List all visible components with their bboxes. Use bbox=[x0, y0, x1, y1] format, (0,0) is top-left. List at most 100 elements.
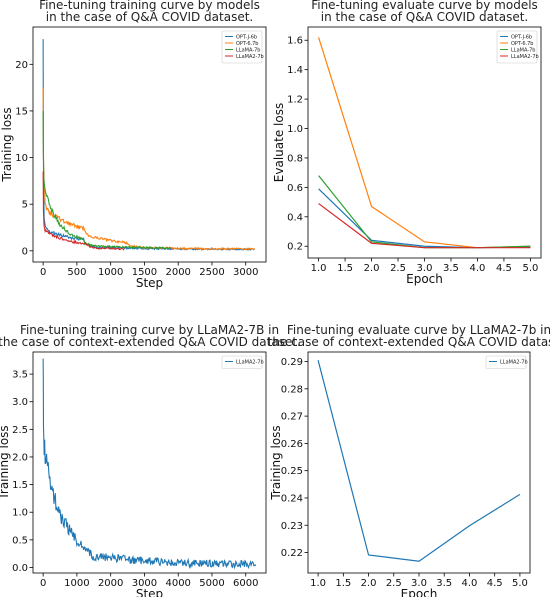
series-line-llama-7b bbox=[42, 110, 171, 250]
x-axis-label: Step bbox=[136, 276, 163, 290]
legend-label: LLaMA2-7b bbox=[500, 359, 528, 365]
x-tick-label: 5.0 bbox=[522, 263, 538, 274]
x-tick-label: 4.5 bbox=[487, 578, 503, 589]
x-tick-label: 4000 bbox=[165, 578, 190, 589]
axes-frame bbox=[307, 26, 542, 259]
y-tick-label: 0.25 bbox=[281, 466, 303, 477]
x-tick-label: 3000 bbox=[132, 578, 157, 589]
x-tick-label: 1.5 bbox=[335, 578, 351, 589]
legend-label: LLaMA2-7b bbox=[236, 54, 264, 60]
chart-panel-4: Fine-tuning evaluate curve by LLaMA2-7b … bbox=[268, 323, 550, 597]
y-tick-label: 0.0 bbox=[12, 563, 28, 574]
legend-label: LLaMA-7b bbox=[236, 47, 260, 53]
chart-title-line: in the case of Q&A COVID dataset. bbox=[321, 10, 528, 24]
x-tick-label: 6000 bbox=[233, 578, 258, 589]
y-tick-label: 0.22 bbox=[281, 548, 303, 559]
x-tick-label: 3.0 bbox=[411, 578, 427, 589]
legend-label: LLaMA2-7b bbox=[236, 359, 264, 365]
x-tick-label: 2500 bbox=[199, 267, 224, 278]
chart-title-line: Fine-tuning evaluate curve by models bbox=[311, 0, 538, 12]
y-tick-label: 1.6 bbox=[287, 36, 303, 47]
axes-frame bbox=[32, 351, 267, 574]
series-line-opt-j-6b bbox=[42, 39, 255, 251]
series-line-opt-j-6b bbox=[318, 188, 531, 249]
y-tick-label: 0.8 bbox=[287, 153, 303, 164]
x-tick-label: 1000 bbox=[64, 578, 89, 589]
y-tick-label: 15 bbox=[15, 106, 28, 117]
y-tick-label: 0.28 bbox=[281, 384, 303, 395]
series-line-llama2-7b bbox=[317, 360, 521, 562]
y-tick-label: 2.0 bbox=[12, 452, 28, 463]
x-tick-label: 1.0 bbox=[310, 578, 326, 589]
x-tick-label: 2.5 bbox=[390, 263, 406, 274]
x-tick-label: 0 bbox=[40, 267, 46, 278]
x-tick-label: 1500 bbox=[132, 267, 157, 278]
series-line-llama2-7b bbox=[42, 358, 257, 570]
x-tick-label: 3.5 bbox=[436, 578, 452, 589]
y-axis-label: Training loss bbox=[0, 107, 14, 182]
x-tick-label: 1.5 bbox=[337, 263, 353, 274]
y-tick-label: 0.6 bbox=[287, 183, 303, 194]
series-line-llama-7b bbox=[318, 175, 531, 249]
x-tick-label: 2.5 bbox=[386, 578, 402, 589]
legend-label: OPT-J-6b bbox=[511, 34, 532, 40]
y-tick-label: 2.5 bbox=[12, 425, 28, 436]
y-tick-label: 20 bbox=[15, 60, 28, 71]
axes-frame bbox=[32, 26, 267, 263]
y-tick-label: 1.0 bbox=[12, 508, 28, 519]
legend-box bbox=[485, 355, 527, 369]
y-axis-label: Training loss bbox=[0, 425, 11, 500]
y-tick-label: 1.4 bbox=[287, 65, 303, 76]
legend: LLaMA2-7b bbox=[221, 355, 264, 369]
x-tick-label: 3.0 bbox=[417, 263, 433, 274]
x-tick-label: 1000 bbox=[98, 267, 123, 278]
chart-title-line: in the case of Q&A COVID dataset. bbox=[46, 10, 253, 24]
y-tick-label: 0.23 bbox=[281, 521, 303, 532]
x-tick-label: 3.5 bbox=[443, 263, 459, 274]
y-tick-label: 0.4 bbox=[287, 212, 303, 223]
x-tick-label: 4.0 bbox=[470, 263, 486, 274]
chart-title-line: Fine-tuning training curve by models bbox=[39, 0, 260, 12]
legend-label: OPT-J-6b bbox=[236, 34, 257, 40]
series-line-llama2-7b bbox=[42, 171, 125, 251]
x-tick-label: 4.0 bbox=[462, 578, 478, 589]
legend-label: OPT-6.7b bbox=[236, 41, 258, 47]
series-line-llama2-7b bbox=[318, 203, 531, 249]
y-tick-label: 0 bbox=[22, 246, 28, 257]
y-tick-label: 10 bbox=[15, 153, 28, 164]
y-tick-label: 0.27 bbox=[281, 412, 303, 423]
x-tick-label: 5.0 bbox=[512, 578, 528, 589]
y-tick-label: 5 bbox=[22, 200, 28, 211]
y-axis-label: Training loss bbox=[269, 425, 283, 500]
y-tick-label: 0.2 bbox=[287, 242, 303, 253]
y-tick-label: 3.0 bbox=[12, 397, 28, 408]
chart-title-line: the case of context-extended Q&A COVID d… bbox=[0, 335, 301, 349]
legend-label: OPT-6.7b bbox=[511, 41, 533, 47]
x-axis-label: Epoch bbox=[401, 587, 438, 597]
x-tick-label: 2000 bbox=[98, 578, 123, 589]
y-tick-label: 0.26 bbox=[281, 439, 303, 450]
legend-box bbox=[221, 30, 263, 64]
axes-frame bbox=[307, 351, 531, 574]
y-tick-label: 0.5 bbox=[12, 535, 28, 546]
x-tick-label: 500 bbox=[67, 267, 86, 278]
y-tick-label: 0.24 bbox=[281, 493, 303, 504]
chart-title-line: Fine-tuning training curve by LLaMA2-7B … bbox=[20, 323, 279, 337]
y-tick-label: 1.5 bbox=[12, 480, 28, 491]
y-tick-label: 1.2 bbox=[287, 95, 303, 106]
legend: LLaMA2-7b bbox=[485, 355, 528, 369]
y-axis-label: Evaluate loss bbox=[272, 103, 286, 182]
y-tick-label: 3.5 bbox=[12, 370, 28, 381]
chart-panel-3: Fine-tuning training curve by LLaMA2-7B … bbox=[0, 323, 301, 597]
x-tick-label: 2.0 bbox=[364, 263, 380, 274]
x-tick-label: 1.0 bbox=[311, 263, 327, 274]
chart-title-line: the case of context-extended Q&A COVID d… bbox=[268, 335, 550, 349]
x-axis-label: Step bbox=[136, 587, 163, 597]
legend-label: LLaMA-7b bbox=[511, 47, 535, 53]
x-tick-label: 0 bbox=[40, 578, 46, 589]
y-tick-label: 1.0 bbox=[287, 124, 303, 135]
